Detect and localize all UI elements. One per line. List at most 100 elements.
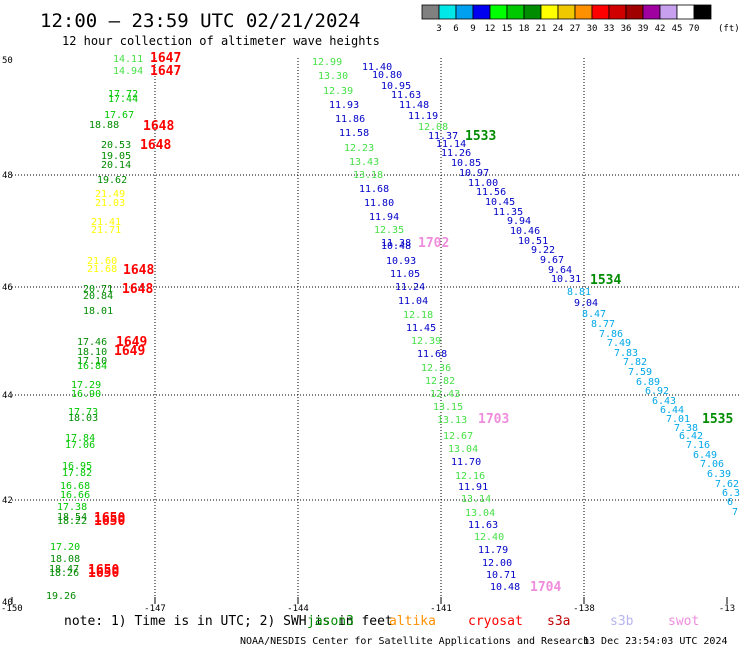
colorbar-swatch — [506, 4, 525, 20]
wave-height-value: 17.06 — [65, 440, 95, 451]
wave-height-value: 18.22 — [57, 516, 87, 527]
wave-height-value: 18.54 — [57, 512, 87, 523]
wave-height-value: 6.49 — [693, 450, 717, 461]
pass-time-label: 1647 — [150, 51, 181, 66]
lon-tick-label: -138 — [573, 604, 595, 614]
colorbar-swatch — [523, 4, 542, 20]
wave-height-value: 20.71 — [83, 284, 113, 295]
wave-height-value: 11.04 — [398, 296, 428, 307]
wave-height-value: 12.36 — [421, 363, 451, 374]
page-title: 12:00 – 23:59 UTC 02/21/2024 — [40, 10, 360, 32]
wave-height-value: 11.35 — [493, 207, 523, 218]
colorbar-swatch — [659, 4, 678, 20]
wave-height-value: 21.71 — [91, 225, 121, 236]
pass-time-label: 1650 — [94, 514, 125, 529]
wave-height-value: 10.46 — [510, 226, 540, 237]
wave-height-value: 11.05 — [390, 269, 420, 280]
wave-height-value: 7.86 — [599, 329, 623, 340]
lat-tick-label: 50 — [2, 56, 13, 66]
wave-height-value: 16.84 — [77, 361, 107, 372]
wave-height-value: 19.05 — [101, 151, 131, 162]
wave-height-value: 17.84 — [65, 433, 95, 444]
lon-tick-label: -141 — [430, 604, 452, 614]
wave-height-value: 14.11 — [113, 54, 143, 65]
wave-height-value: 11.56 — [476, 187, 506, 198]
lon-tick-label: -150 — [1, 604, 23, 614]
wave-height-value: 10.95 — [381, 81, 411, 92]
pass-time-label: 1650 — [94, 511, 125, 526]
wave-height-value: 6.39 — [707, 469, 731, 480]
pass-time-label: 1703 — [478, 412, 509, 427]
wave-height-value: 10.31 — [551, 274, 581, 285]
wave-height-value: 21.60 — [87, 256, 117, 267]
satellite-legend-jason3: jason3 — [307, 614, 354, 629]
colorbar-tick-label: 30 — [587, 24, 598, 34]
wave-height-value: 10.45 — [485, 197, 515, 208]
wave-height-value: 7.83 — [614, 348, 638, 359]
wave-height-value: 17.20 — [50, 542, 80, 553]
colorbar-tick-label: 3 — [436, 24, 441, 34]
wave-height-value: 6.42 — [679, 431, 703, 442]
colorbar-tick-label: 42 — [655, 24, 666, 34]
wave-height-value: 14.94 — [113, 66, 143, 77]
pass-time-label: 1649 — [114, 344, 145, 359]
wave-height-value: 12.08 — [418, 122, 448, 133]
wave-height-value: 10.71 — [486, 570, 516, 581]
wave-height-value: 10.80 — [372, 70, 402, 81]
wave-height-value: 12.99 — [312, 57, 342, 68]
wave-height-value: 9.04 — [574, 298, 598, 309]
wave-height-value: 11.94 — [369, 212, 399, 223]
wave-height-value: 10.48 — [381, 241, 411, 252]
pass-time-label: 1647 — [150, 64, 181, 79]
satellite-legend: jason3 altika cryosat s3a s3b swot — [307, 614, 699, 629]
wave-height-value: 13.04 — [465, 508, 495, 519]
wave-height-value: 21.41 — [91, 217, 121, 228]
satellite-legend-altika: altika — [389, 614, 436, 629]
wave-height-value: 13.30 — [318, 71, 348, 82]
wave-height-value: 11.70 — [451, 457, 481, 468]
colorbar-tick-label: 15 — [502, 24, 513, 34]
wave-height-value: 18.10 — [77, 347, 107, 358]
colorbar-tick-label: 9 — [470, 24, 475, 34]
colorbar-swatch — [557, 4, 576, 20]
wave-height-value: 21.68 — [87, 264, 117, 275]
lat-tick-label: 46 — [2, 283, 13, 293]
wave-height-value: 19.62 — [97, 175, 127, 186]
wave-height-value: 8.77 — [591, 319, 615, 330]
wave-height-value: 11.38 — [381, 238, 411, 249]
wave-height-value: 16.95 — [62, 461, 92, 472]
wave-height-value: 13.15 — [433, 402, 463, 413]
wave-height-value: 9.67 — [540, 255, 564, 266]
wave-height-value: 17.72 — [108, 89, 138, 100]
lon-tick-label: -13 — [719, 604, 735, 614]
colorbar-swatch — [642, 4, 661, 20]
satellite-legend-cryosat: cryosat — [468, 614, 523, 629]
wave-height-value: 11.79 — [478, 545, 508, 556]
wave-height-value: 7.62 — [715, 479, 739, 490]
timestamp-text: 13 Dec 23:54:03 UTC 2024 — [583, 636, 728, 647]
wave-height-value: 11.68 — [359, 184, 389, 195]
wave-height-value: 10.51 — [518, 236, 548, 247]
wave-height-value: 11.63 — [391, 90, 421, 101]
pass-time-label: 1650 — [88, 566, 119, 581]
wave-height-value: 11.63 — [468, 520, 498, 531]
wave-height-value: 11.00 — [468, 178, 498, 189]
wave-height-value: 11.26 — [441, 148, 471, 159]
wave-height-value: 17.44 — [108, 94, 138, 105]
wave-height-value: 12.35 — [374, 225, 404, 236]
wave-height-value: 7.06 — [700, 459, 724, 470]
wave-height-value: 7 — [732, 507, 738, 518]
wave-height-value: 17.38 — [57, 502, 87, 513]
lat-lon-grid: -150 -147 -144 -141 -138 -13 50 48 46 44 42 40 — [1, 56, 740, 614]
wave-height-value: 11.19 — [408, 111, 438, 122]
wave-height-value: 18.47 — [49, 564, 79, 575]
colorbar-tick-label: 18 — [519, 24, 530, 34]
colorbar-tick-label: 70 — [689, 24, 700, 34]
footer: note: 1) Time is in UTC; 2) SWH is in fe… — [64, 614, 728, 647]
wave-height-value: 13.18 — [353, 170, 383, 181]
wave-height-value: 18.08 — [50, 554, 80, 565]
wave-height-value: 10.93 — [386, 256, 416, 267]
wave-height-value: 17.82 — [62, 468, 92, 479]
